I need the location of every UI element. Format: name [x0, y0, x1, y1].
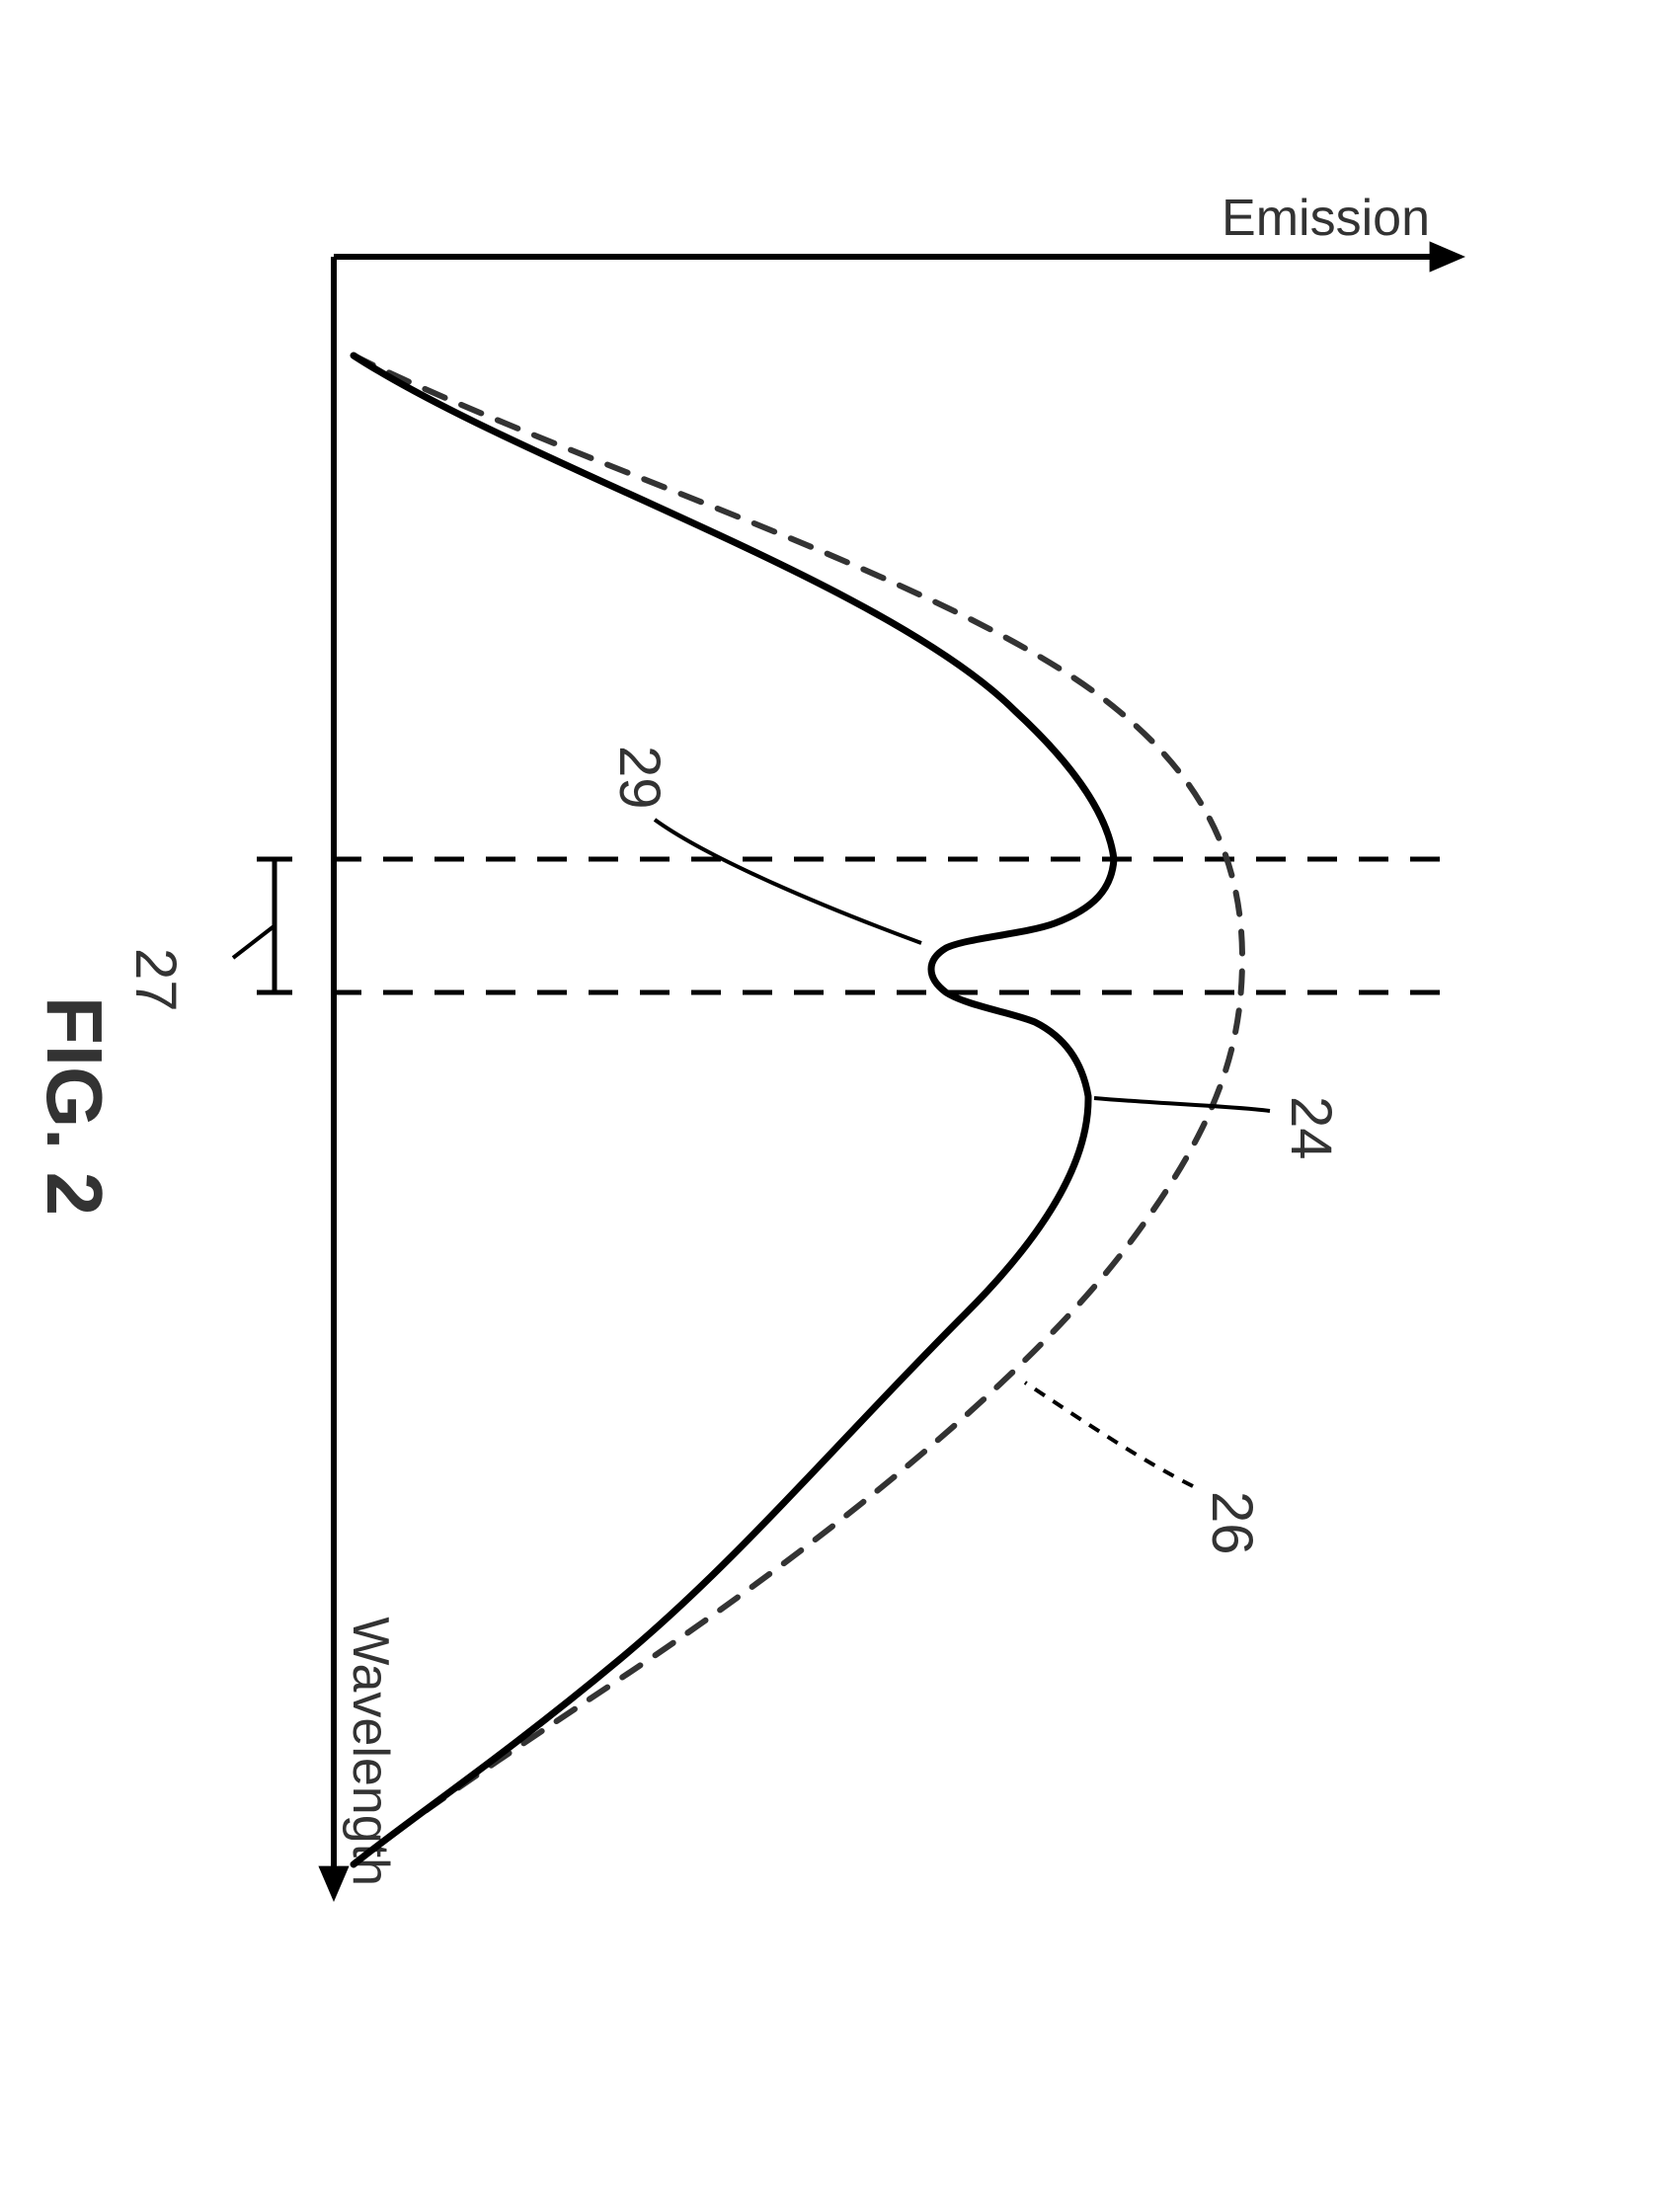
figure-label: FIG. 2 — [31, 996, 118, 1216]
callout-26-leader — [1025, 1382, 1193, 1486]
callout-29-leader — [655, 820, 921, 943]
y-axis-arrowhead-icon — [1430, 241, 1465, 272]
callout-26-label: 26 — [1200, 1491, 1264, 1555]
curve-26-dashed — [354, 356, 1242, 1864]
x-axis-label: Wavelength — [342, 1617, 399, 1886]
curve-24-solid — [354, 356, 1114, 1864]
callout-24-leader — [1094, 1098, 1270, 1111]
y-axis-label: Emission — [1222, 190, 1430, 247]
band-27-leader — [233, 926, 275, 959]
callout-27-label: 27 — [123, 948, 188, 1012]
callout-29-label: 29 — [607, 746, 671, 810]
callout-24-label: 24 — [1279, 1096, 1343, 1160]
axes-group: Wavelength Emission — [318, 190, 1465, 1902]
band-bracket — [233, 859, 292, 992]
